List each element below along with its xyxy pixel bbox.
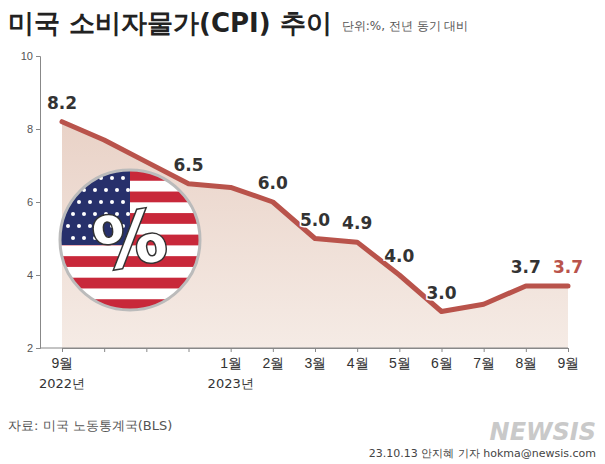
x-tick: 4월 xyxy=(347,348,369,371)
x-tick: 5월 xyxy=(389,348,411,371)
x-tick xyxy=(189,348,190,352)
y-tick-mark xyxy=(36,348,40,349)
flag-ring xyxy=(60,170,200,310)
x-tick: 9월 xyxy=(558,348,580,371)
line xyxy=(62,122,568,312)
x-tick-mark xyxy=(231,348,232,352)
x-tick-mark xyxy=(442,348,443,352)
y-tick: 2 xyxy=(27,342,40,354)
data-label: 6.5 xyxy=(173,155,203,175)
x-tick-label: 3월 xyxy=(305,355,327,371)
x-year-label: 2023년 xyxy=(208,376,254,391)
x-tick-mark xyxy=(189,348,190,352)
x-tick-mark xyxy=(568,348,569,352)
data-label: 6.0 xyxy=(258,173,288,193)
y-axis-line xyxy=(36,57,41,349)
flag-star xyxy=(88,176,92,180)
flag-icon: % xyxy=(60,170,200,310)
flag-star xyxy=(110,176,114,180)
y-tick-label: 10 xyxy=(21,50,33,62)
flag-star xyxy=(82,236,86,240)
flag-star xyxy=(71,188,75,192)
x-tick-label: 9월 xyxy=(52,355,74,371)
y-axis: 2 4 6 8 10 xyxy=(21,50,41,354)
x-tick: 3월 xyxy=(305,348,327,371)
flag-star xyxy=(77,224,81,228)
x-tick-mark xyxy=(273,348,274,352)
x-tick: 1월 xyxy=(220,348,242,371)
data-label: 3.7 xyxy=(553,257,583,277)
x-tick-label: 9월 xyxy=(558,355,580,371)
x-tick-label: 1월 xyxy=(220,355,242,371)
y-tick-label: 6 xyxy=(27,196,33,208)
y-tick-label: 8 xyxy=(27,123,33,135)
x-tick-mark xyxy=(357,348,358,352)
data-label: 4.9 xyxy=(342,213,372,233)
plot-lines xyxy=(62,122,568,312)
flag-star xyxy=(121,176,125,180)
flag-star xyxy=(93,188,97,192)
data-label: 8.2 xyxy=(47,93,77,113)
y-tick: 10 xyxy=(21,50,40,62)
y-tick-mark xyxy=(36,202,40,203)
x-tick xyxy=(104,348,105,352)
x-tick-mark xyxy=(399,348,400,352)
flag-star xyxy=(77,200,81,204)
x-tick-label: 7월 xyxy=(473,355,495,371)
x-axis-line xyxy=(63,349,569,353)
x-tick-mark xyxy=(315,348,316,352)
x-tick-label: 8월 xyxy=(515,355,537,371)
x-tick: 7월 xyxy=(473,348,495,371)
data-label: 5.0 xyxy=(300,210,330,230)
data-label: 4.0 xyxy=(384,246,414,266)
flag-star xyxy=(82,212,86,216)
x-axis: 9월 1월 2월 3월 4월 5월 6월 7월 8월 9월 xyxy=(52,348,580,371)
y-tick: 8 xyxy=(27,123,40,135)
logo: NEWSIS xyxy=(490,418,596,446)
flag-star xyxy=(77,176,81,180)
y-tick-mark xyxy=(36,129,40,130)
x-tick-mark xyxy=(526,348,527,352)
y-tick-label: 2 xyxy=(27,342,33,354)
data-label: 3.0 xyxy=(426,283,456,303)
x-tick-label: 2월 xyxy=(262,355,284,371)
y-tick-mark xyxy=(36,56,40,57)
x-tick-mark xyxy=(146,348,147,352)
x-tick-mark xyxy=(104,348,105,352)
y-tick-mark xyxy=(36,275,40,276)
flag-star xyxy=(104,188,108,192)
y-tick-label: 4 xyxy=(27,269,33,281)
flag-bg xyxy=(60,170,200,310)
title: 미국 소비자물가(CPI) 추이 xyxy=(8,8,332,38)
flag-stripe xyxy=(60,299,200,310)
flag-star xyxy=(71,212,75,216)
plot-data xyxy=(62,122,568,348)
source: 자료: 미국 노동통계국(BLS) xyxy=(8,418,172,433)
flag-star xyxy=(66,224,70,228)
y-tick: 4 xyxy=(27,269,40,281)
subtitle: 단위:%, 전년 동기 대비 xyxy=(342,19,469,33)
y-tick: 6 xyxy=(27,196,40,208)
icon-text: % xyxy=(87,192,173,287)
flag-star xyxy=(66,176,70,180)
flag-star xyxy=(126,188,130,192)
x-tick xyxy=(146,348,147,352)
x-tick: 2월 xyxy=(262,348,284,371)
x-tick: 6월 xyxy=(431,348,453,371)
area xyxy=(62,122,568,348)
x-year-label: 2022년 xyxy=(39,376,85,391)
x-tick-mark xyxy=(62,348,63,352)
credit: 23.10.13 안지혜 기자 hokma@newsis.com xyxy=(369,447,596,460)
chart-svg: 미국 소비자물가(CPI) 추이 단위:%, 전년 동기 대비% 2 4 6 8 10 9월 1… xyxy=(0,0,605,464)
flag-star xyxy=(115,188,119,192)
flag-star xyxy=(71,236,75,240)
x-tick: 8월 xyxy=(515,348,537,371)
x-tick-label: 4월 xyxy=(347,355,369,371)
data-label: 3.7 xyxy=(511,257,541,277)
x-tick-label: 6월 xyxy=(431,355,453,371)
x-tick-label: 5월 xyxy=(389,355,411,371)
x-tick: 9월 xyxy=(52,348,74,371)
x-tick-mark xyxy=(484,348,485,352)
